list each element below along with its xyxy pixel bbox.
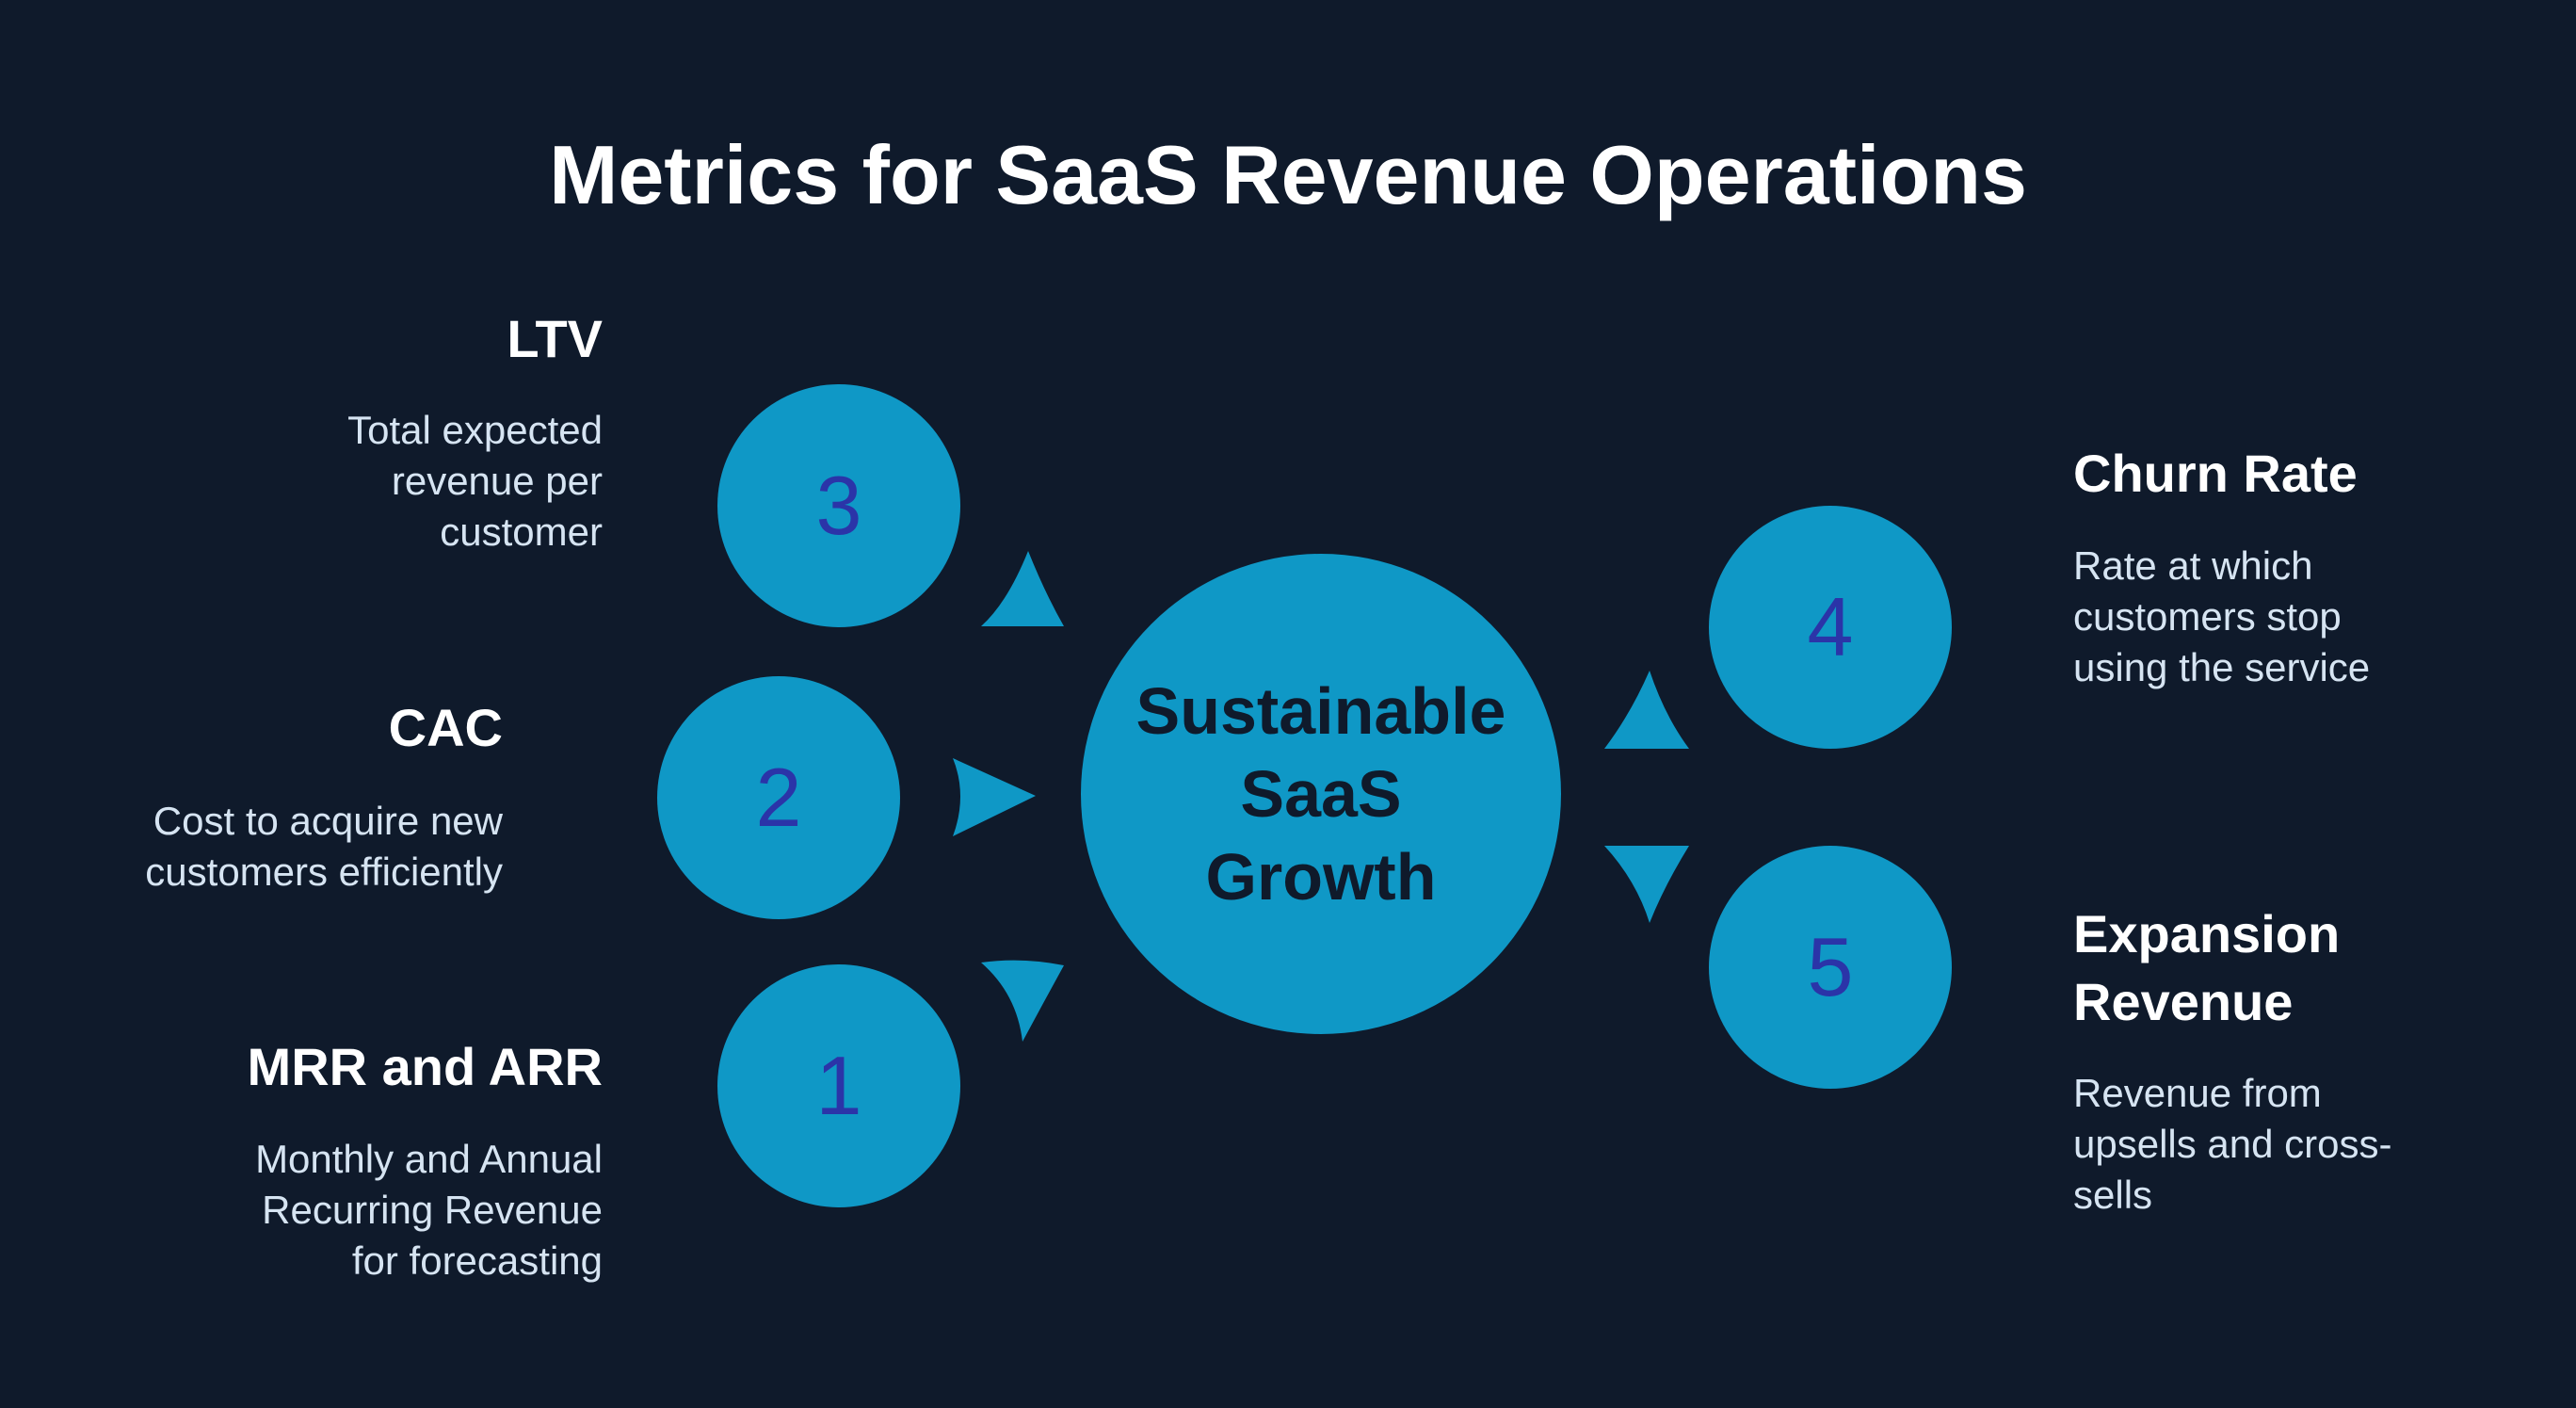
node-5-number: 5 [1807, 920, 1854, 1013]
node-4-label: Churn Rate [2073, 444, 2358, 503]
node-4-circle: 4 [1709, 506, 1952, 749]
node-2-description: Cost to acquire new customers efficientl… [145, 799, 503, 894]
arrow-1 [981, 960, 1064, 1042]
node-5-label: Expansion Revenue [2073, 904, 2341, 1031]
node-1-circle: 1 [717, 964, 960, 1207]
node-1-label: MRR and ARR [247, 1037, 603, 1096]
node-5-description: Revenue from upsells and cross- sells [2073, 1071, 2392, 1217]
page-title: Metrics for SaaS Revenue Operations [549, 128, 2027, 221]
node-5-circle: 5 [1709, 846, 1952, 1089]
arrow-4 [1604, 671, 1689, 749]
arrow-5 [1604, 846, 1689, 923]
center-circle: Sustainable SaaS Growth [1081, 554, 1561, 1034]
node-1-description: Monthly and Annual Recurring Revenue for… [255, 1137, 603, 1283]
node-3-label: LTV [507, 309, 603, 368]
node-2-number: 2 [755, 751, 802, 844]
arrow-3 [981, 551, 1064, 626]
node-3-description: Total expected revenue per customer [347, 408, 603, 554]
center-label: Sustainable SaaS Growth [1135, 674, 1506, 914]
node-4-description: Rate at which customers stop using the s… [2073, 543, 2371, 689]
arrow-2 [953, 758, 1036, 836]
node-1-number: 1 [815, 1039, 862, 1132]
node-4-number: 4 [1807, 580, 1854, 673]
node-3-circle: 3 [717, 384, 960, 627]
node-2-circle: 2 [657, 676, 900, 919]
node-3-number: 3 [815, 459, 862, 552]
node-2-label: CAC [388, 698, 503, 757]
